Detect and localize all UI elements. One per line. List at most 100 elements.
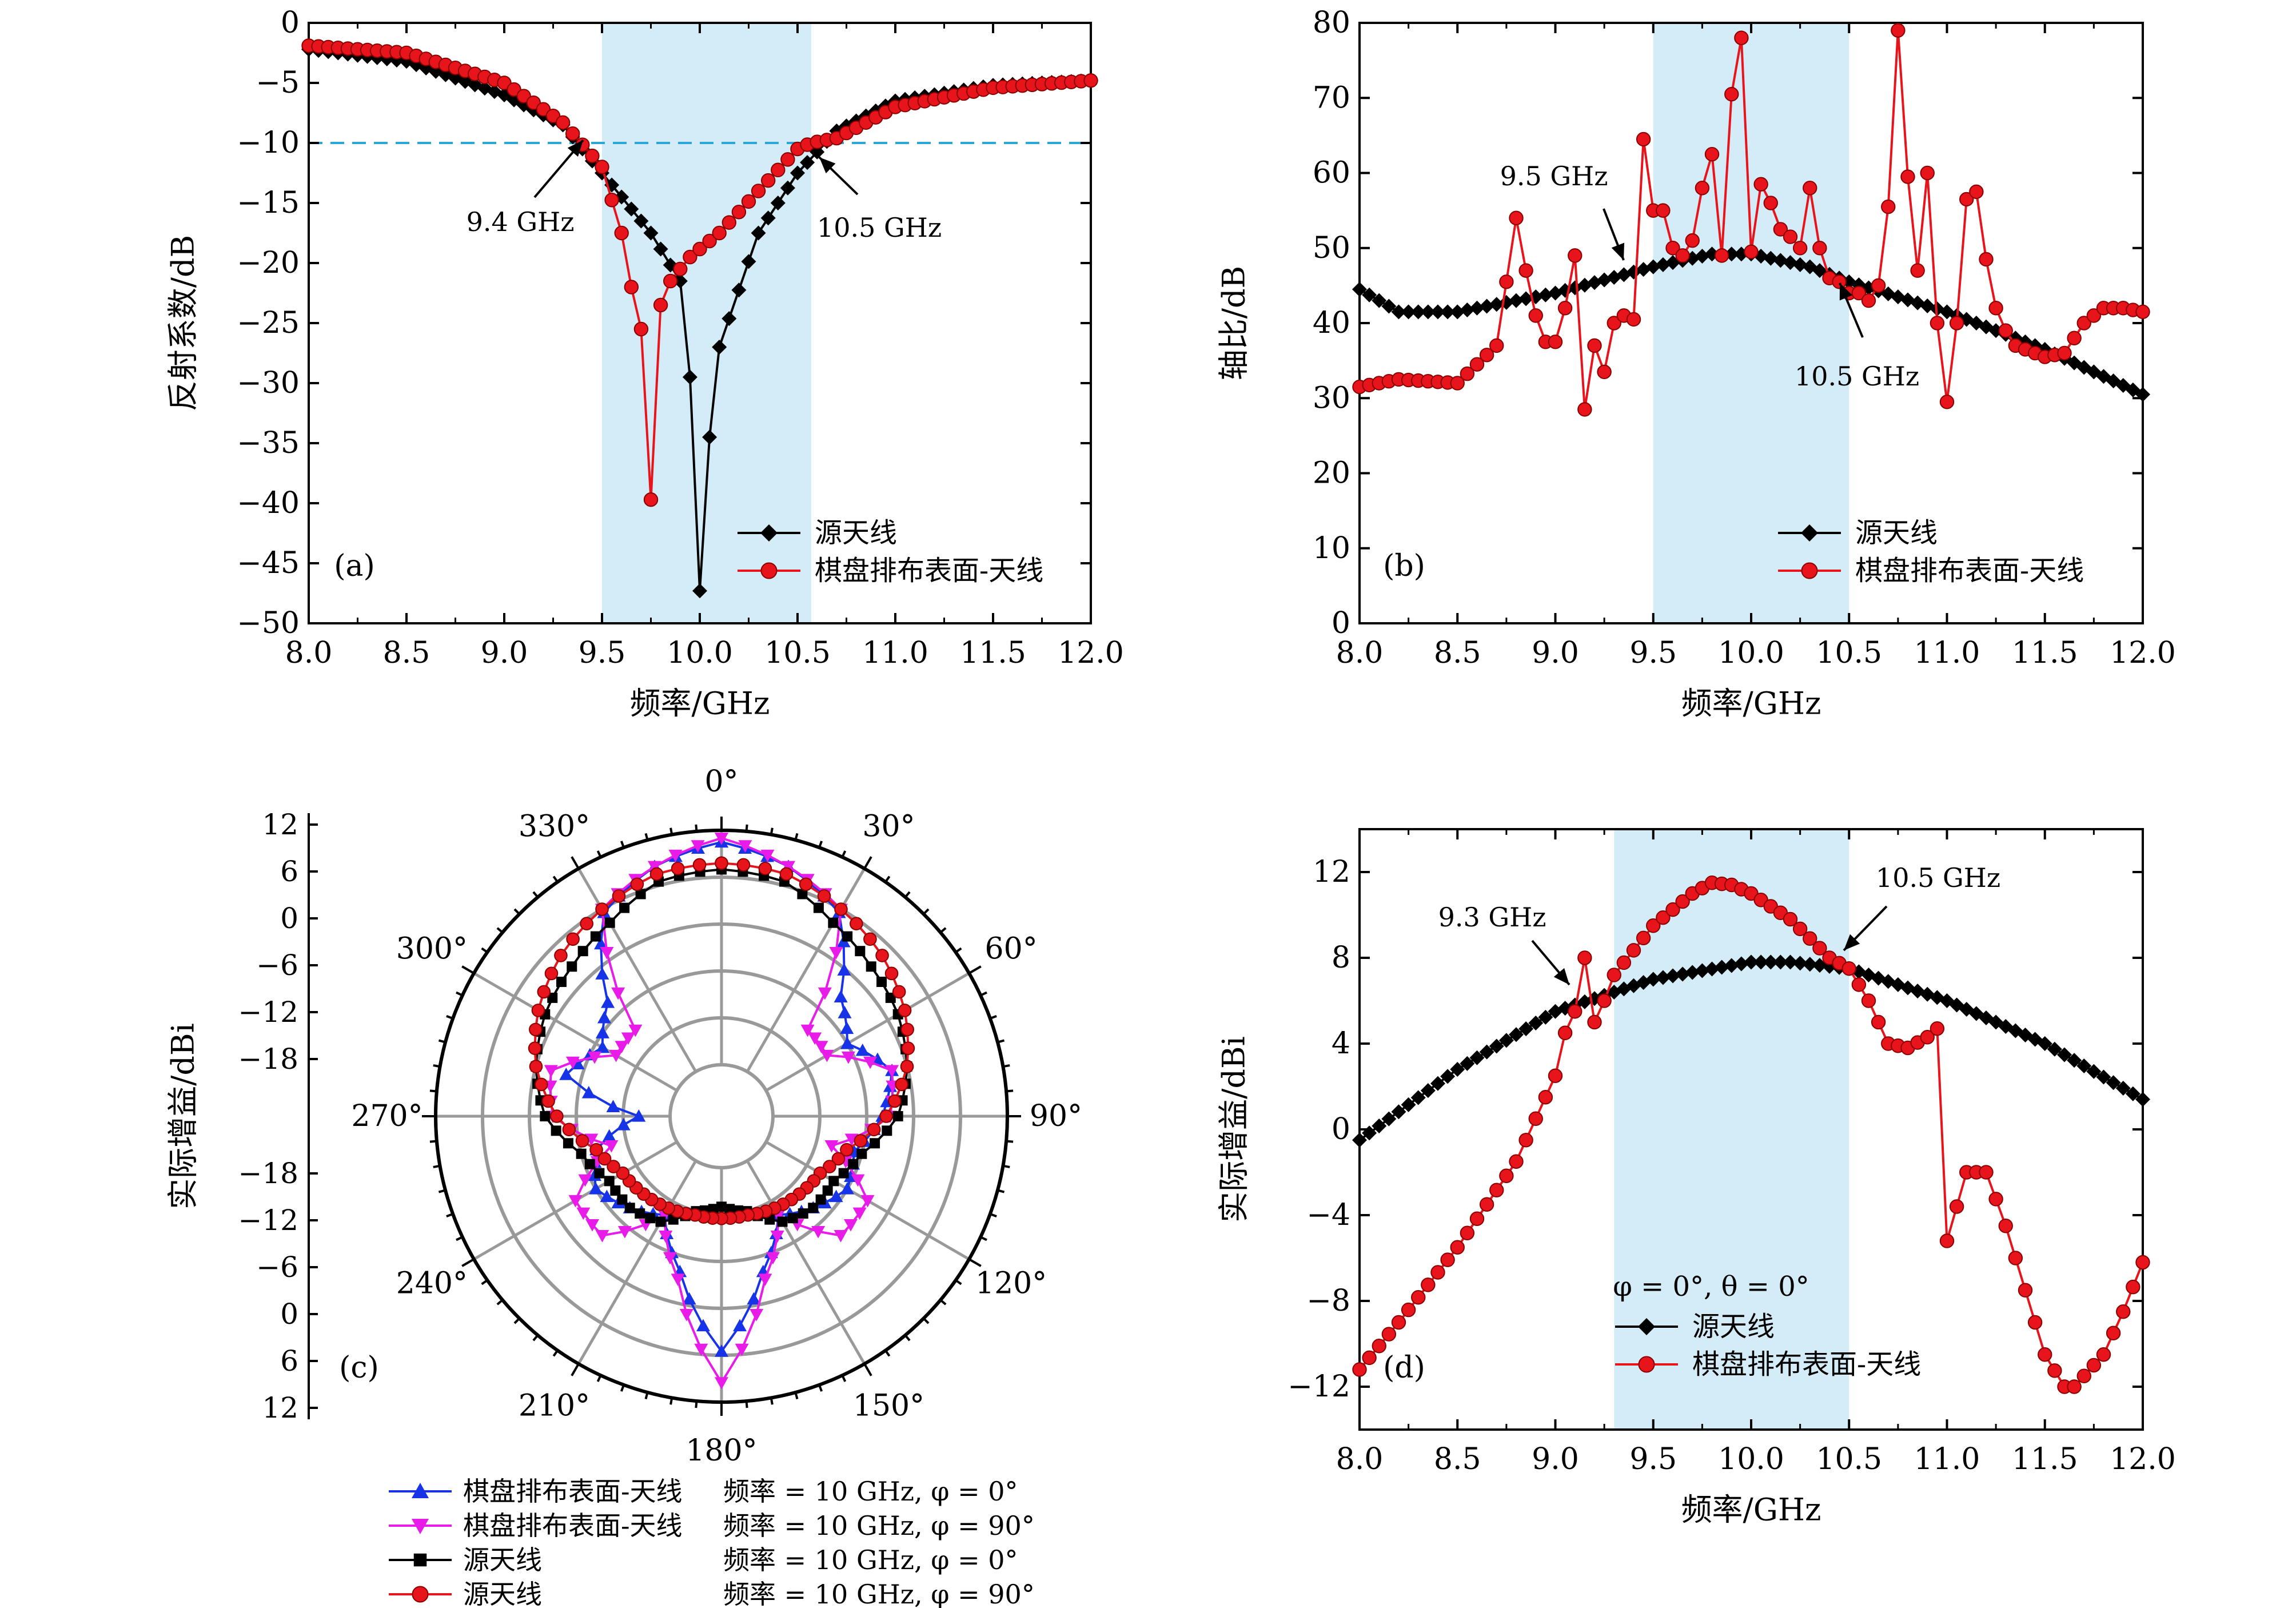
data-point xyxy=(882,1125,892,1136)
y-tick-label: 0 xyxy=(1332,606,1350,640)
data-point xyxy=(1695,963,1710,978)
data-point xyxy=(692,858,707,872)
y-tick-label: −12 xyxy=(1287,1370,1350,1404)
polar-tick xyxy=(532,1334,539,1342)
data-point xyxy=(760,562,778,579)
data-point xyxy=(1518,263,1533,278)
data-point xyxy=(1656,203,1671,218)
data-point xyxy=(632,1109,646,1122)
legend-condition: 频率 = 10 GHz, φ = 0° xyxy=(723,1476,1018,1507)
data-point xyxy=(692,583,707,599)
polar-tick xyxy=(429,1140,437,1143)
data-point xyxy=(708,1204,719,1215)
polar-radial-label: 0 xyxy=(280,1297,298,1331)
data-point xyxy=(1675,248,1690,263)
polar-tick xyxy=(884,875,891,883)
polar-tick xyxy=(446,1213,453,1217)
x-tick-label: 10.0 xyxy=(1718,636,1784,670)
data-point xyxy=(577,946,588,957)
data-point xyxy=(850,917,863,930)
polar-tick xyxy=(571,856,580,869)
data-point xyxy=(1421,1277,1436,1292)
y-tick-label: −45 xyxy=(237,546,300,580)
data-point xyxy=(702,429,718,445)
data-point xyxy=(541,1094,555,1108)
data-point xyxy=(647,861,661,874)
data-point xyxy=(800,155,815,170)
polar-tick xyxy=(818,841,823,848)
data-point xyxy=(1401,304,1416,320)
data-point xyxy=(731,282,747,298)
data-point xyxy=(1352,1362,1367,1377)
data-point xyxy=(1568,248,1583,263)
data-point xyxy=(600,1189,614,1203)
x-tick-label: 9.5 xyxy=(579,636,626,670)
panel-d: 8.0 8.5 9.0 9.5 10.0 10.5 11.0 11.5 12.0 12 8 4 0 −4 −… xyxy=(1216,828,2176,1528)
data-point xyxy=(885,1065,899,1078)
y-tick-label: 40 xyxy=(1313,306,1350,340)
data-point xyxy=(531,1004,545,1017)
data-point xyxy=(604,917,615,928)
data-point xyxy=(1450,376,1465,391)
polar-tick xyxy=(980,1236,987,1241)
polar-spoke xyxy=(577,867,697,1073)
panel-label: (d) xyxy=(1383,1351,1425,1385)
polar-radial-label: −6 xyxy=(256,949,298,982)
polar-tick xyxy=(923,908,930,915)
data-point xyxy=(843,1219,858,1232)
data-point xyxy=(595,1026,609,1038)
data-point xyxy=(863,932,877,946)
data-point xyxy=(621,1032,635,1045)
data-point xyxy=(1372,1119,1387,1133)
polar-radial-label: 0 xyxy=(280,902,298,935)
series-checkerboard-antenna xyxy=(301,38,1098,507)
data-point xyxy=(600,946,614,960)
data-point xyxy=(578,1174,592,1187)
polar-spoke xyxy=(577,1160,697,1365)
data-point xyxy=(828,1176,839,1187)
x-tick-label: 11.0 xyxy=(1914,636,1980,670)
data-point xyxy=(808,1203,819,1213)
polar-tick xyxy=(794,1392,799,1400)
data-point xyxy=(614,225,629,241)
polar-tick xyxy=(884,1350,891,1357)
data-point xyxy=(584,1133,599,1147)
data-point xyxy=(2076,316,2091,331)
data-point xyxy=(1362,287,1377,303)
polar-spoke xyxy=(746,1160,866,1365)
polar-tick xyxy=(770,1398,774,1405)
data-point xyxy=(683,249,697,265)
data-point xyxy=(673,261,688,277)
data-point xyxy=(1469,1050,1485,1065)
data-point xyxy=(901,1041,915,1055)
x-tick-label: 8.5 xyxy=(383,636,431,670)
data-point xyxy=(2067,331,2082,345)
data-point xyxy=(1812,241,1827,256)
annotation-label: 10.5 GHz xyxy=(817,212,942,243)
data-point xyxy=(2135,1255,2150,1270)
data-point xyxy=(528,1041,542,1055)
data-point xyxy=(1969,184,1984,200)
x-tick-label: 8.0 xyxy=(1336,1442,1384,1476)
polar-angle-label: 210° xyxy=(519,1389,590,1423)
data-point xyxy=(738,840,752,853)
x-tick-label: 12.0 xyxy=(1058,636,1124,670)
data-point xyxy=(1851,285,1867,301)
data-point xyxy=(2018,1283,2033,1297)
data-point xyxy=(602,1129,616,1142)
data-point xyxy=(2057,345,2072,361)
data-point xyxy=(747,1292,761,1305)
legend-condition: φ = 0°, θ = 0° xyxy=(1613,1271,1809,1303)
polar-tick xyxy=(552,1350,559,1357)
data-point xyxy=(544,1065,558,1078)
polar-tick xyxy=(461,1258,475,1267)
polar-tick xyxy=(818,1384,823,1392)
polar-tick xyxy=(990,1015,997,1020)
data-point xyxy=(852,1207,867,1220)
y-tick-label: 8 xyxy=(1332,941,1350,975)
data-point xyxy=(731,205,747,220)
polar-tick xyxy=(863,856,872,869)
data-point xyxy=(900,1060,914,1073)
